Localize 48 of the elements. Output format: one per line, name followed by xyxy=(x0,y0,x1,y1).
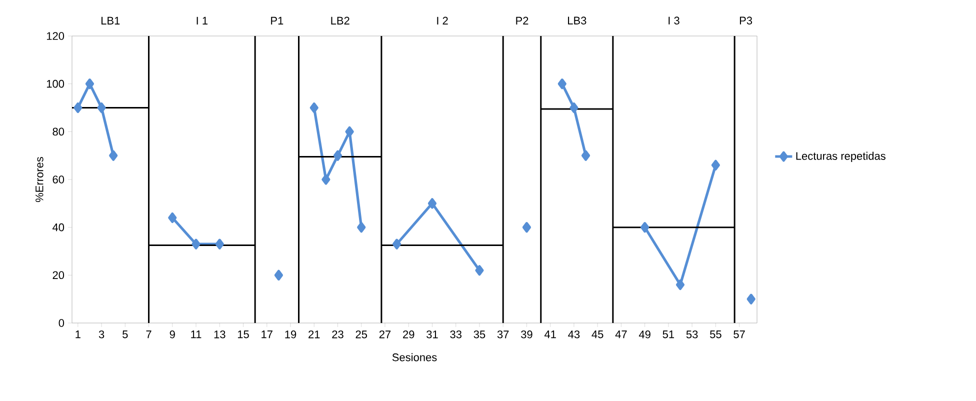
x-tick-label: 35 xyxy=(474,330,486,338)
x-tick-label: 19 xyxy=(285,330,296,338)
x-tick-label: 39 xyxy=(521,330,532,338)
x-tick-label: 17 xyxy=(262,330,272,338)
x-tick-label: 33 xyxy=(450,330,462,338)
x-tick-label: 21 xyxy=(308,330,320,338)
x-tick-label: 5 xyxy=(122,330,128,338)
x-tick-label: 29 xyxy=(403,330,414,338)
x-tick-label: 25 xyxy=(356,330,368,338)
y-tick-label: 120 xyxy=(46,32,64,40)
text: LB2 xyxy=(331,16,350,24)
x-tick-label: 31 xyxy=(426,330,438,338)
x-tick-label: 13 xyxy=(214,330,226,338)
text: P1 xyxy=(271,16,284,24)
x-tick-label: 43 xyxy=(568,330,580,338)
x-tick-label: 9 xyxy=(170,330,175,338)
text: P2 xyxy=(516,16,528,24)
x-tick-label: 55 xyxy=(710,330,722,338)
x-tick-label: 41 xyxy=(544,330,556,338)
x-tick-label: 11 xyxy=(191,330,202,338)
x-tick-label: 49 xyxy=(638,330,650,338)
text: P3 xyxy=(740,16,752,24)
y-tick-label: 80 xyxy=(52,128,64,136)
x-tick-label: 37 xyxy=(497,330,509,338)
legend-label: Lecturas repetidas xyxy=(796,152,886,162)
y-tick-label: 0 xyxy=(58,319,64,327)
y-tick-label: 40 xyxy=(52,223,64,232)
x-tick-label: 27 xyxy=(379,330,391,338)
x-tick-label: 51 xyxy=(662,330,674,338)
x-tick-label: 3 xyxy=(98,330,104,338)
x-tick-label: 15 xyxy=(238,330,249,338)
x-tick-label: 23 xyxy=(332,330,344,338)
x-tick-label: 1 xyxy=(76,330,80,338)
x-axis-title: Sesiones xyxy=(392,353,437,362)
y-tick-label: 20 xyxy=(52,271,64,280)
x-tick-label: 45 xyxy=(592,330,604,338)
text: I 2 xyxy=(437,16,448,24)
x-tick-label: 57 xyxy=(734,330,745,338)
x-tick-label: 53 xyxy=(686,330,698,338)
x-tick-label: 47 xyxy=(615,330,627,338)
text: LB1 xyxy=(102,16,120,24)
y-axis-title: %Errores xyxy=(36,156,44,202)
y-tick-label: 100 xyxy=(46,80,64,88)
text: LB3 xyxy=(568,16,586,24)
text: I 3 xyxy=(668,16,680,24)
y-tick-label: 60 xyxy=(52,176,64,184)
text: I 1 xyxy=(196,16,208,24)
x-tick-label: 7 xyxy=(146,330,152,338)
